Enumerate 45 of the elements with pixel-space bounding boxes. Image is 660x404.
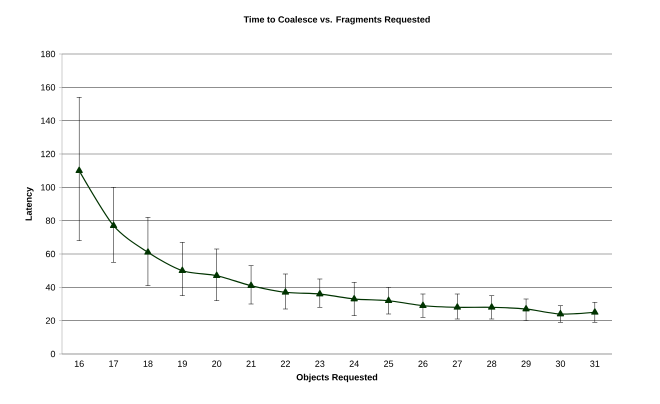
point xyxy=(178,266,186,274)
point xyxy=(213,272,220,278)
point xyxy=(556,310,564,316)
x-axis-title: Objects Requested xyxy=(296,374,378,382)
y-tick-label: 60 xyxy=(46,250,56,258)
point xyxy=(144,248,152,255)
point xyxy=(247,282,255,288)
y-tick-label: 180 xyxy=(41,50,56,58)
x-tick-label: 22 xyxy=(280,360,290,367)
y-tick-label: 100 xyxy=(41,184,56,191)
x-tick-label: 31 xyxy=(590,360,600,367)
x-tick-label: 19 xyxy=(178,360,187,367)
point xyxy=(384,296,392,304)
y-tick-label: 140 xyxy=(41,117,56,124)
x-tick-label: 24 xyxy=(350,360,359,367)
x-tick-label: 28 xyxy=(487,360,496,367)
point xyxy=(316,290,324,296)
y-tick-label: 20 xyxy=(46,317,56,324)
y-tick-label: 80 xyxy=(46,217,56,224)
point xyxy=(522,304,530,312)
y-tick-label: 40 xyxy=(46,284,56,291)
y-tick-label: 0 xyxy=(50,350,56,358)
x-tick-label: 18 xyxy=(144,360,153,367)
x-tick-label: 17 xyxy=(109,360,118,367)
x-tick-label: 23 xyxy=(315,360,324,367)
point xyxy=(488,303,496,310)
y-axis-title: Latency xyxy=(26,187,34,220)
y-tick-label: 120 xyxy=(41,150,56,158)
point xyxy=(350,294,358,302)
point xyxy=(419,302,427,308)
x-tick-label: 20 xyxy=(212,360,222,367)
x-tick-label: 26 xyxy=(418,360,428,367)
y-tick-label: 160 xyxy=(41,84,56,91)
x-tick-label: 25 xyxy=(384,360,394,367)
chart-title: Time to Coalesce vs. Fragments Requested xyxy=(244,16,430,24)
point xyxy=(282,288,290,295)
x-tick-label: 16 xyxy=(74,360,84,367)
point xyxy=(110,222,118,228)
x-tick-label: 27 xyxy=(452,360,462,367)
point xyxy=(76,166,83,174)
point xyxy=(454,303,461,310)
point xyxy=(591,308,598,315)
x-tick-label: 29 xyxy=(522,360,531,367)
x-tick-label: 30 xyxy=(556,360,566,367)
x-tick-label: 21 xyxy=(246,360,256,367)
